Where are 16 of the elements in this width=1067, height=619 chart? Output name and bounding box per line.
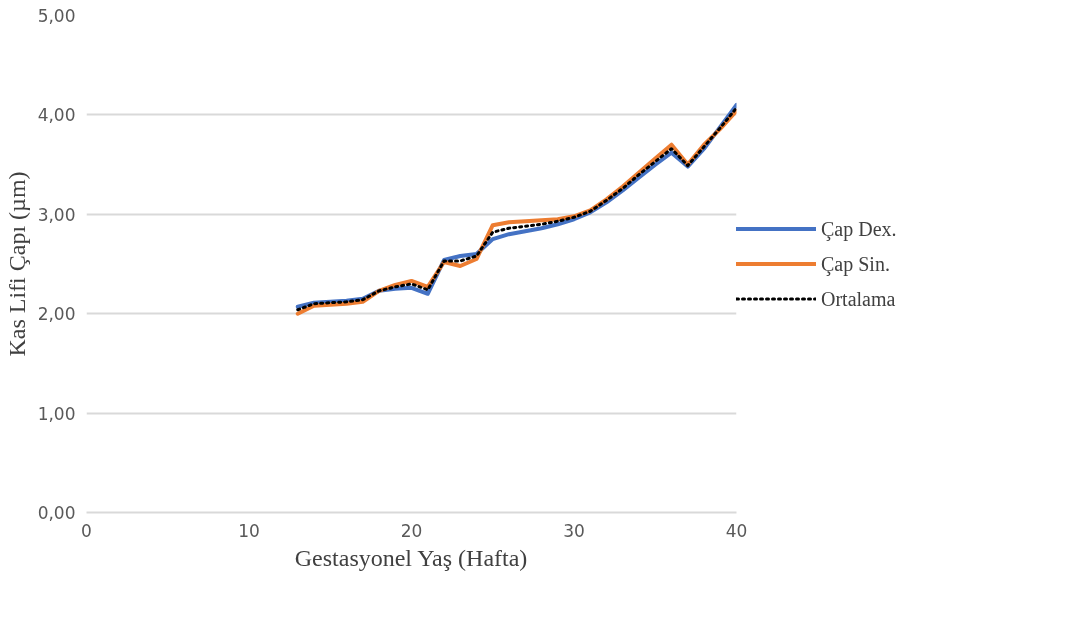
y-tick-label: 1,00 [37, 403, 76, 424]
legend-label: Ortalama [821, 287, 897, 310]
x-tick-label: 20 [400, 520, 423, 541]
x-tick-label: 40 [725, 520, 748, 541]
y-axis-title: Kas Lifi Çapı (µm) [3, 171, 30, 357]
x-tick-label: 0 [81, 520, 92, 541]
y-tick-label: 2,00 [37, 304, 76, 325]
x-axis-title: Gestasyonel Yaş (Hafta) [294, 544, 528, 571]
y-tick-label: 5,00 [37, 6, 76, 26]
legend-label: Çap Sin. [821, 252, 891, 275]
y-tick-label: 0,00 [37, 503, 76, 523]
x-tick-label: 30 [563, 520, 585, 541]
y-tick-label: 3,00 [37, 204, 76, 225]
x-tick-label: 10 [238, 520, 260, 541]
legend-label: Çap Dex. [821, 217, 898, 240]
y-tick-label: 4,00 [37, 105, 76, 126]
